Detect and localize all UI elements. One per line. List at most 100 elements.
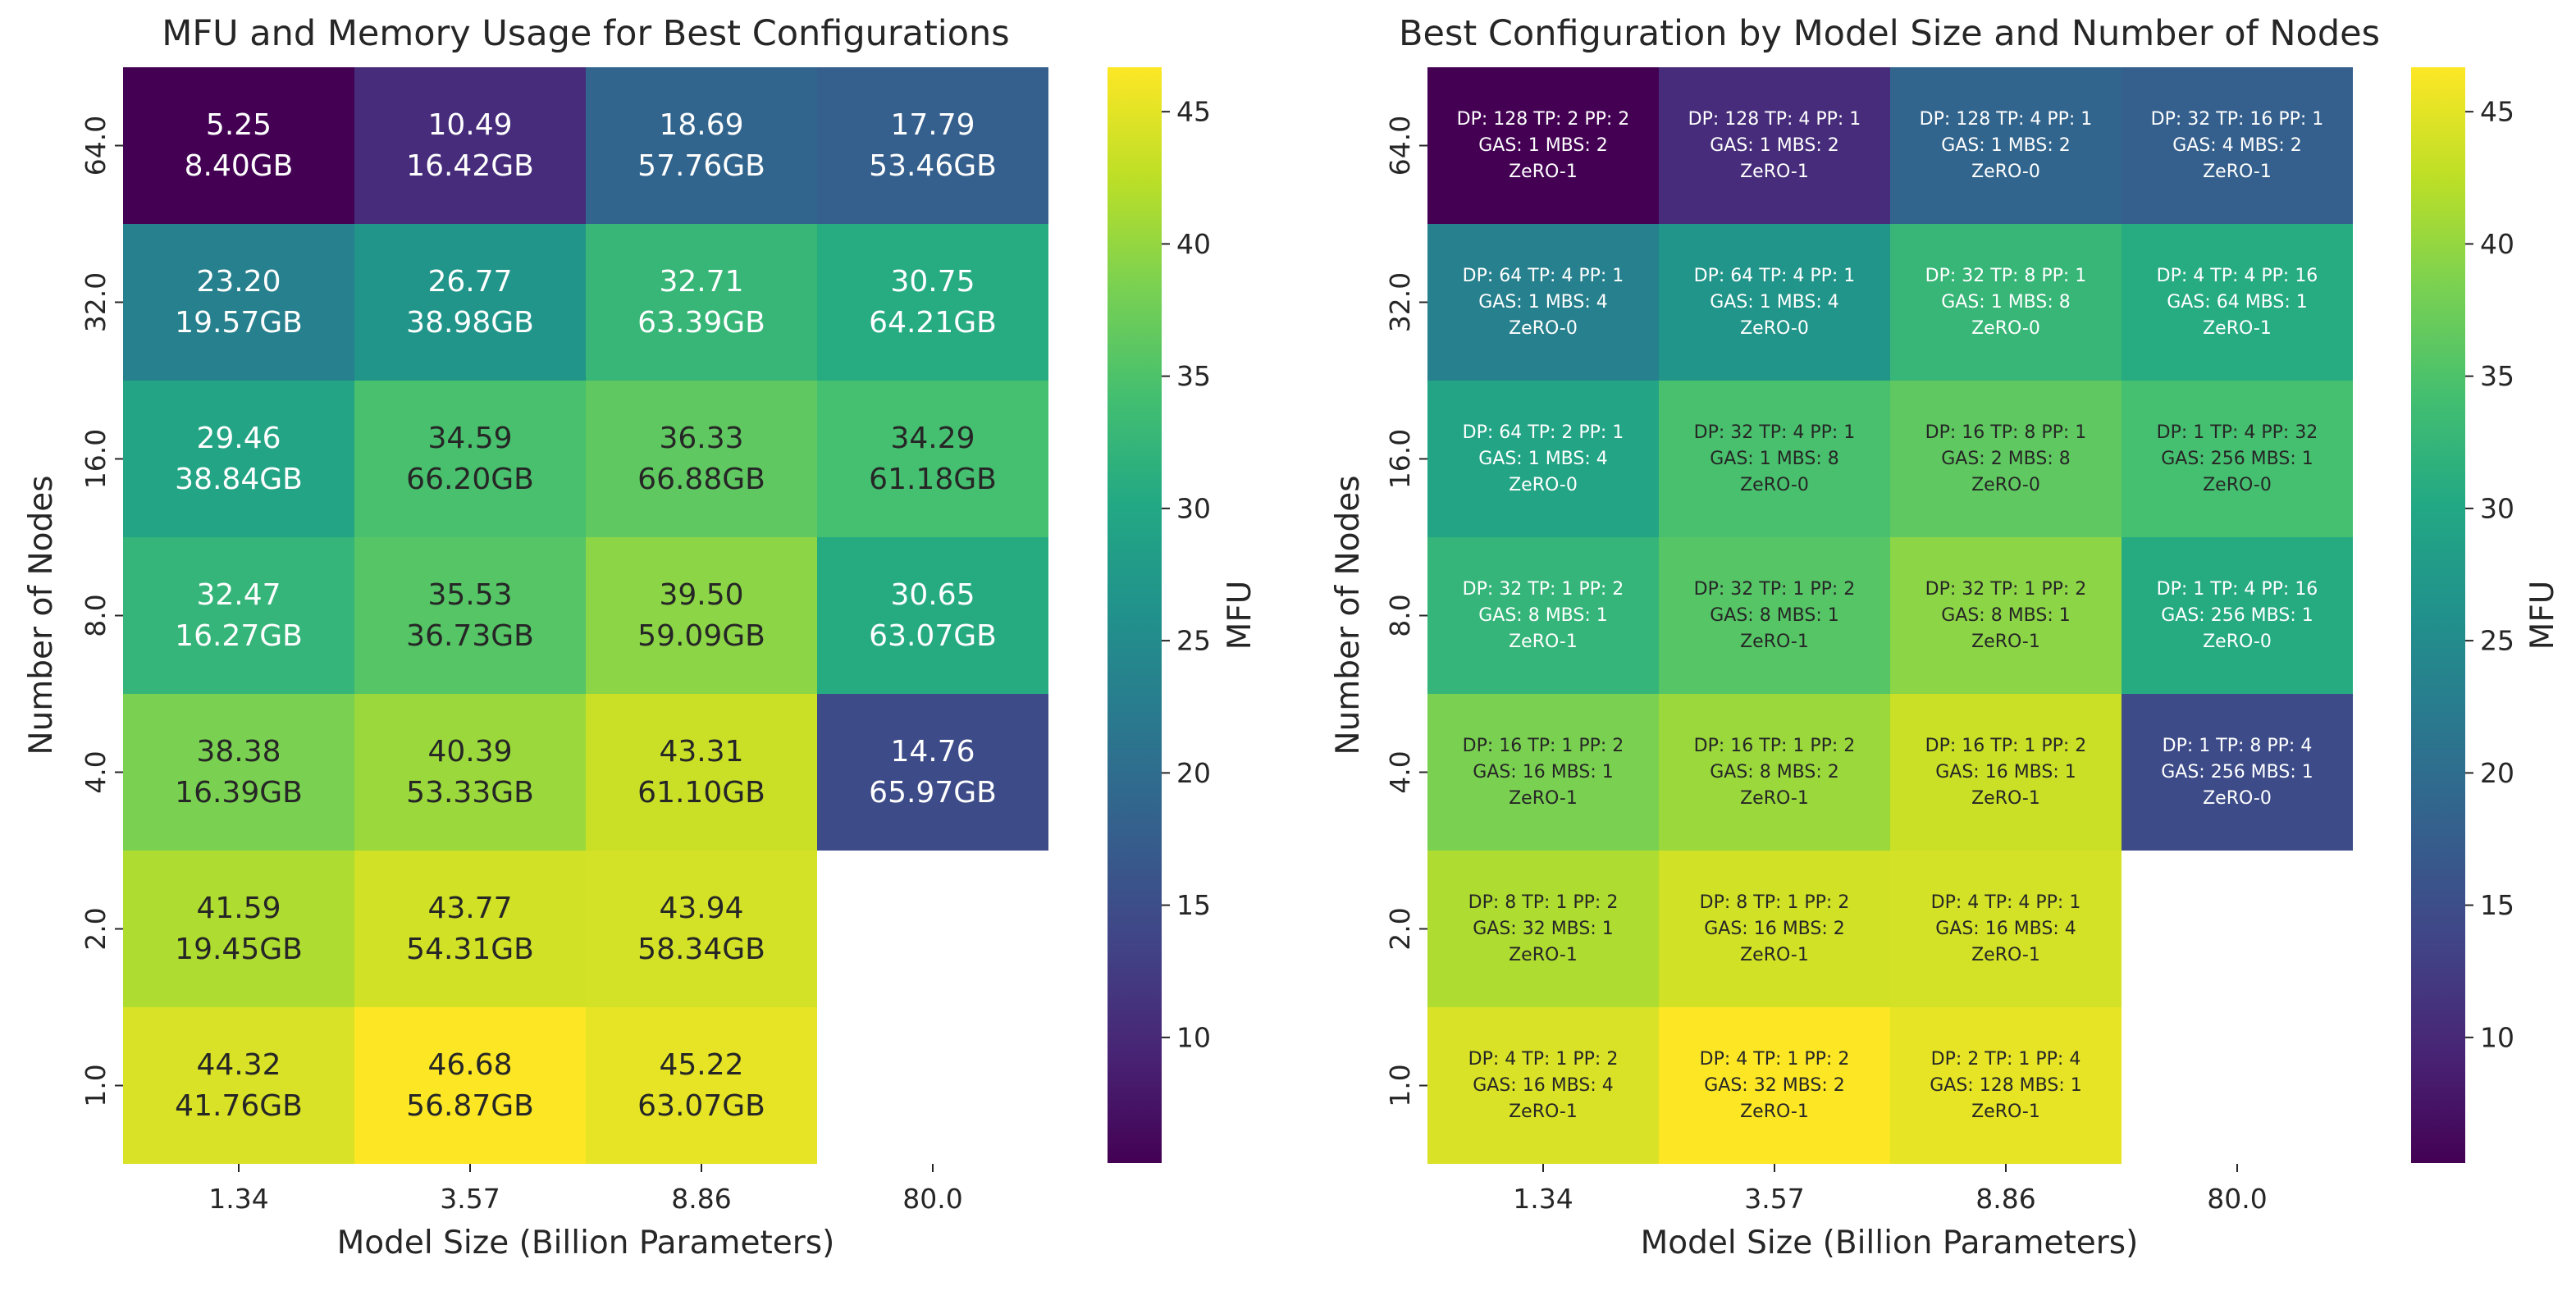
heatmap-cell — [123, 851, 354, 1007]
cell-annotation: ZeRO-1 — [1509, 632, 1578, 652]
cell-annotation: ZeRO-0 — [1971, 162, 2040, 182]
cell-annotation: 5.25 — [206, 108, 272, 142]
cell-annotation: GAS: 8 MBS: 1 — [1710, 605, 1839, 626]
cell-annotation: DP: 16 TP: 1 PP: 2 — [1463, 736, 1624, 756]
heatmap-cell — [1890, 1007, 2122, 1164]
cell-annotation: ZeRO-0 — [2203, 475, 2272, 495]
cell-annotation: GAS: 1 MBS: 2 — [1710, 135, 1839, 156]
cell-annotation: 32.47 — [196, 578, 281, 612]
cell-annotation: 46.68 — [427, 1048, 512, 1082]
heatmap-cell — [2122, 67, 2353, 224]
cell-annotation: DP: 32 TP: 16 PP: 1 — [2151, 109, 2324, 130]
cell-annotation: GAS: 1 MBS: 2 — [1478, 135, 1608, 156]
cell-annotation: GAS: 1 MBS: 4 — [1478, 449, 1608, 469]
cell-annotation: ZeRO-1 — [1740, 632, 1809, 652]
cell-annotation: 29.46 — [196, 422, 281, 455]
cell-annotation: GAS: 1 MBS: 2 — [1941, 135, 2071, 156]
x-tick-label: 80.0 — [902, 1183, 962, 1215]
heatmap-cell — [586, 694, 817, 851]
cell-annotation: DP: 32 TP: 1 PP: 2 — [1925, 579, 2087, 600]
colorbar-tick-label: 25 — [2480, 625, 2514, 657]
heatmap-cell — [354, 67, 586, 224]
cell-annotation: DP: 4 TP: 4 PP: 16 — [2157, 266, 2318, 286]
cell-annotation: ZeRO-1 — [1509, 945, 1578, 965]
x-tick-label: 1.34 — [208, 1183, 268, 1215]
cell-annotation: ZeRO-1 — [1509, 788, 1578, 809]
colorbar-tick-label: 40 — [1176, 228, 1211, 260]
cell-annotation: 41.76GB — [175, 1089, 303, 1123]
colorbar-tick-label: 15 — [2480, 889, 2514, 921]
cell-annotation: 43.94 — [659, 892, 743, 925]
cell-annotation: 63.39GB — [637, 306, 765, 340]
colorbar-tick-label: 30 — [2480, 492, 2514, 524]
heatmap-cell — [1427, 694, 1659, 851]
heatmap-cells — [1427, 67, 2353, 1164]
y-tick-label: 64.0 — [80, 116, 112, 176]
heatmap-cell — [586, 67, 817, 224]
colorbar-tick-label: 35 — [1176, 360, 1211, 392]
cell-annotation: ZeRO-0 — [1509, 475, 1578, 495]
cell-annotation: GAS: 8 MBS: 1 — [1941, 605, 2071, 626]
cell-annotation: GAS: 16 MBS: 4 — [1935, 919, 2076, 939]
cell-annotations: 5.25 8.40GB 10.49 16.42GB 18.69 57.76GB 17.79 5… — [175, 108, 997, 1123]
heatmap-cell — [2122, 694, 2353, 851]
y-axis-label: Number of Nodes — [23, 475, 60, 755]
heatmap-cell — [1659, 694, 1890, 851]
heatmap-cell — [1427, 851, 1659, 1007]
cell-annotation: DP: 2 TP: 1 PP: 4 — [1931, 1049, 2081, 1070]
colorbar-tick-label: 10 — [1176, 1021, 1211, 1053]
y-tick-label: 4.0 — [1384, 750, 1416, 793]
cell-annotation: 53.46GB — [869, 149, 997, 183]
heatmap-cell — [1890, 537, 2122, 694]
heatmap-cell — [586, 537, 817, 694]
y-tick-label: 2.0 — [80, 907, 112, 950]
cell-annotation: 45.22 — [659, 1048, 743, 1082]
cell-annotation: 40.39 — [427, 735, 512, 769]
x-axis-label: Model Size (Billion Parameters) — [337, 1225, 835, 1261]
cell-annotation: GAS: 16 MBS: 1 — [1935, 762, 2076, 782]
heatmap-cell — [1659, 224, 1890, 381]
colorbar-tick-label: 40 — [2480, 228, 2514, 260]
colorbar-ticks: 10 15 20 25 30 35 40 45 — [2465, 96, 2514, 1053]
x-tick-label: 3.57 — [440, 1183, 500, 1215]
cell-annotation: GAS: 32 MBS: 1 — [1473, 919, 1614, 939]
cell-annotation: 38.38 — [196, 735, 281, 769]
heatmap-cell — [1427, 381, 1659, 537]
heatmap-cell — [1659, 1007, 1890, 1164]
colorbar-tick-label: 15 — [1176, 889, 1211, 921]
cell-annotation: ZeRO-1 — [2203, 162, 2272, 182]
cell-annotation: DP: 32 TP: 1 PP: 2 — [1463, 579, 1624, 600]
cell-annotation: DP: 4 TP: 1 PP: 2 — [1700, 1049, 1850, 1070]
cell-annotation: 19.45GB — [175, 933, 303, 966]
x-tick-label: 8.86 — [671, 1183, 731, 1215]
x-tick-label: 3.57 — [1744, 1183, 1804, 1215]
heatmap-cell — [817, 694, 1048, 851]
colorbar-tick-label: 35 — [2480, 360, 2514, 392]
cell-annotation: 59.09GB — [637, 619, 765, 653]
cell-annotation: ZeRO-1 — [1740, 945, 1809, 965]
cell-annotation: ZeRO-0 — [1740, 475, 1809, 495]
cell-annotation: GAS: 16 MBS: 1 — [1473, 762, 1614, 782]
heatmap-cell — [123, 224, 354, 381]
cell-annotation: GAS: 8 MBS: 2 — [1710, 762, 1839, 782]
colorbar — [2411, 67, 2465, 1163]
x-tick-labels: 1.34 3.57 8.86 80.0 — [208, 1164, 963, 1215]
cell-annotation: 34.29 — [890, 422, 975, 455]
heatmap-cell — [354, 851, 586, 1007]
cell-annotation: 63.07GB — [869, 619, 997, 653]
colorbar-tick-label: 25 — [1176, 625, 1211, 657]
cell-annotation: GAS: 16 MBS: 4 — [1473, 1075, 1614, 1096]
heatmap-cell — [1427, 1007, 1659, 1164]
chart-title: MFU and Memory Usage for Best Configurat… — [162, 13, 1009, 54]
y-tick-labels: 64.0 32.0 16.0 8.0 4.0 2.0 1.0 — [1384, 116, 1427, 1107]
colorbar-ticks: 10 15 20 25 30 35 40 45 — [1162, 96, 1211, 1053]
y-tick-label: 8.0 — [80, 594, 112, 636]
colorbar-tick-label: 20 — [1176, 757, 1211, 789]
cell-annotation: ZeRO-1 — [1971, 1102, 2040, 1122]
colorbar-tick-label: 30 — [1176, 492, 1211, 524]
cell-annotation: ZeRO-0 — [1509, 318, 1578, 339]
y-tick-label: 2.0 — [1384, 907, 1416, 950]
x-tick-label: 1.34 — [1513, 1183, 1573, 1215]
cell-annotation: 35.53 — [427, 578, 512, 612]
heatmap-cell — [1427, 537, 1659, 694]
